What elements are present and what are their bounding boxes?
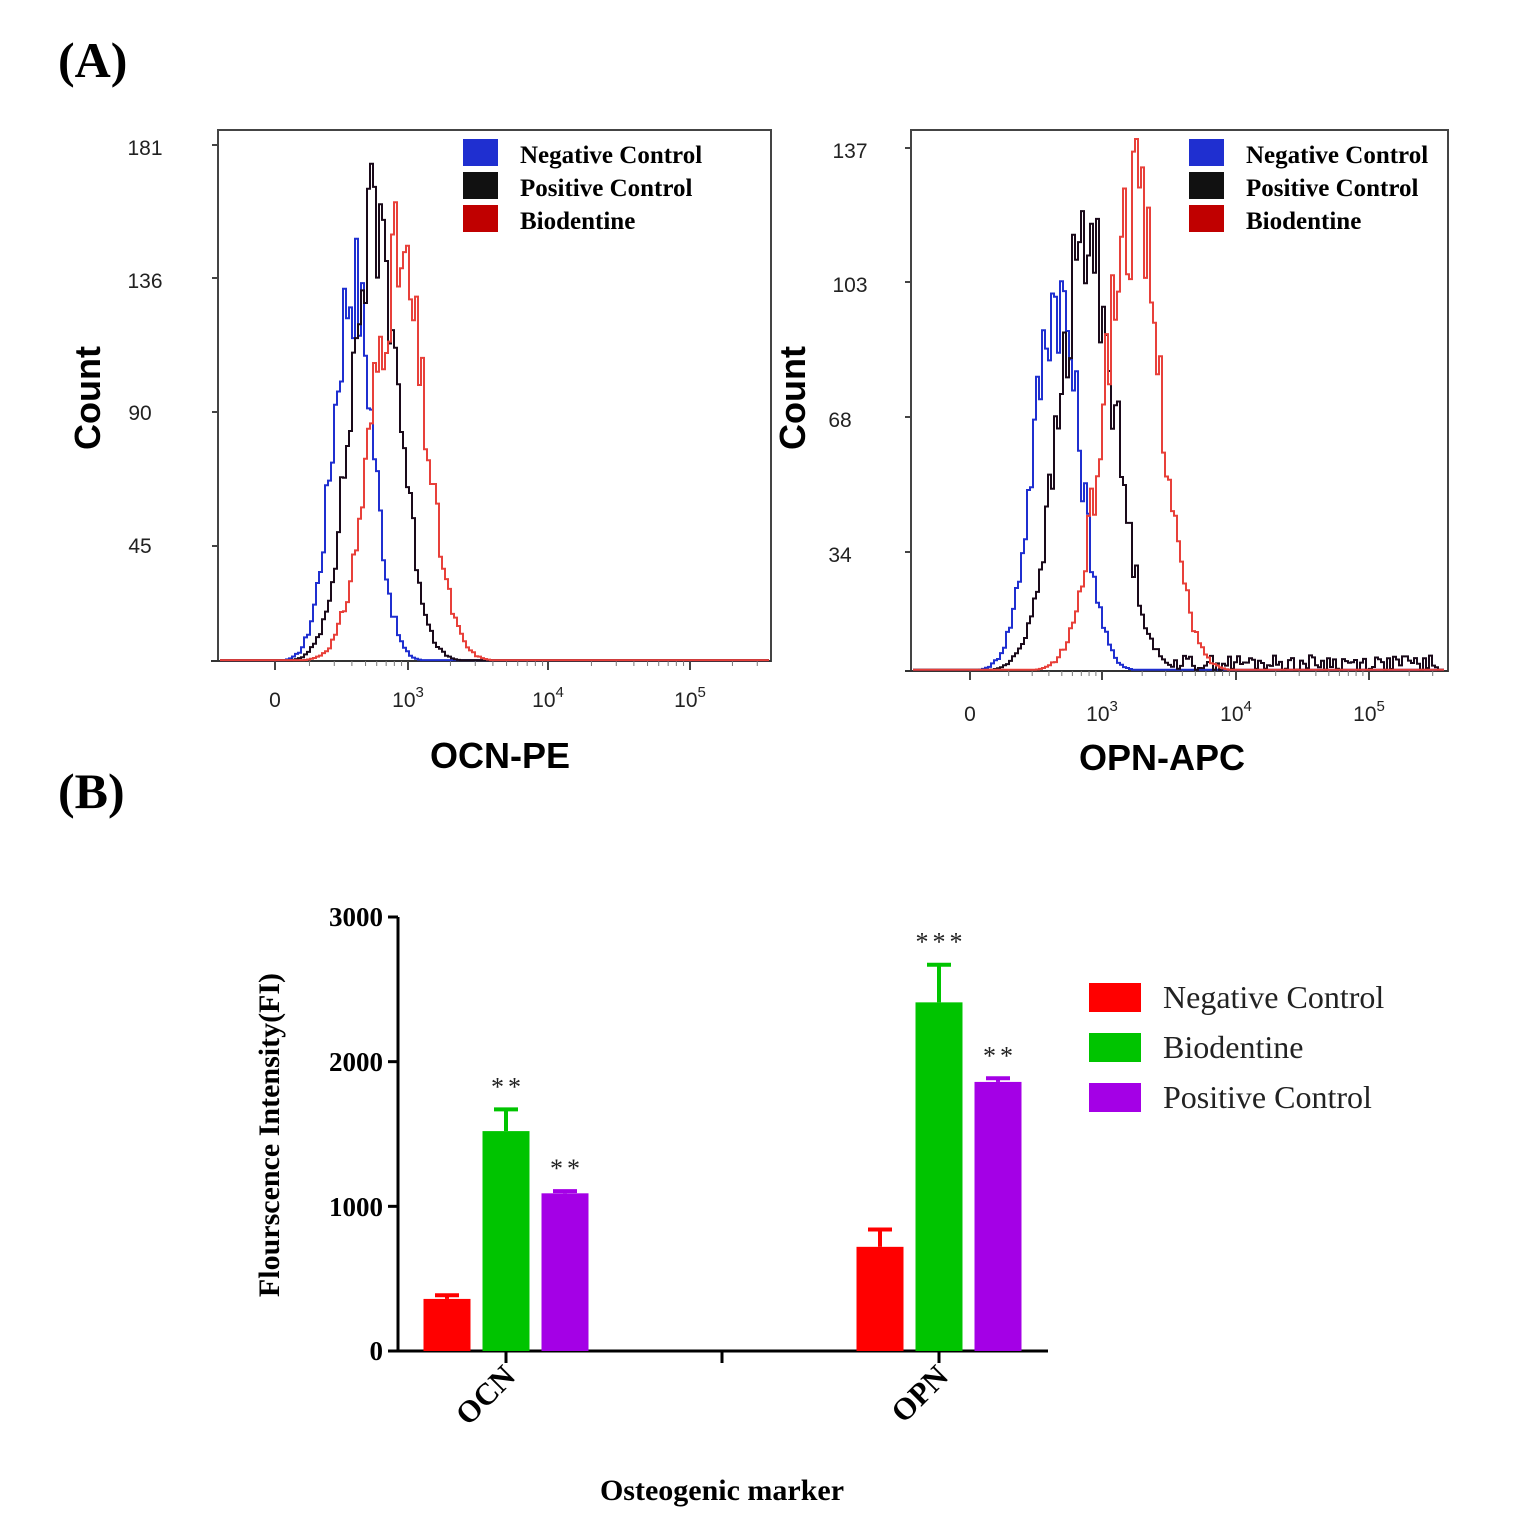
legend-label: Biodentine	[520, 208, 635, 235]
legend-swatch-biodentine	[1189, 205, 1224, 232]
x-axis-title: OPN-APC	[1079, 737, 1245, 778]
y-axis-title: Flourscence Intensity(FI)	[253, 973, 286, 1297]
tick-marks	[905, 147, 1434, 680]
bar-opn-biodentine	[915, 1002, 963, 1351]
histogram-series-positive-control	[220, 162, 769, 662]
significance-marker: **	[983, 1041, 1017, 1070]
category-label: OPN	[884, 1358, 955, 1429]
y-tick-label: 2000	[329, 1047, 383, 1077]
x-tick-label: 105	[674, 684, 706, 712]
y-tick-label: 136	[127, 270, 162, 293]
legend-label: Positive Control	[1246, 175, 1418, 202]
y-tick-label: 34	[828, 544, 852, 567]
histogram-opn: 137 103 68 34 0 103 104 105 OPN-APC Coun…	[772, 129, 1449, 778]
legend-swatch-positive-control	[463, 172, 498, 199]
category-label: OCN	[448, 1358, 521, 1431]
histogram-series-negative-control	[913, 280, 1444, 671]
y-tick-label: 103	[832, 274, 867, 297]
legend-swatch-positive-control	[1189, 172, 1224, 199]
x-tick-label: 103	[392, 684, 424, 712]
bars: *********	[423, 928, 1022, 1351]
legend-label: Negative Control	[520, 142, 702, 169]
x-tick-label: 104	[532, 684, 564, 712]
y-axis-title: Count	[772, 346, 813, 450]
histogram-series-negative-control	[220, 237, 769, 662]
significance-marker: **	[550, 1154, 584, 1183]
histogram-curves	[220, 162, 769, 662]
legend-swatch-negative-control	[1089, 983, 1141, 1012]
legend-swatch-negative-control	[1189, 139, 1224, 166]
y-tick-label: 90	[128, 402, 151, 425]
panel-label-a: (A)	[58, 32, 127, 88]
y-tick-label: 0	[370, 1336, 384, 1366]
y-tick-label: 3000	[329, 902, 383, 932]
bar-ocn-negative-control	[423, 1298, 471, 1351]
bar-opn-negative-control	[856, 1246, 904, 1351]
x-tick-label: 105	[1353, 698, 1385, 726]
histogram-curves	[913, 138, 1444, 671]
bar-chart-fluorescence-intensity: ********* 3000 2000 1000 0 OCN OPN Osteo…	[253, 902, 1384, 1507]
x-tick-label: 104	[1220, 698, 1252, 726]
tick-marks	[212, 144, 758, 670]
x-axis-title: Osteogenic marker	[600, 1474, 844, 1507]
significance-marker: **	[491, 1072, 525, 1101]
tick-marks	[388, 915, 941, 1363]
y-tick-label: 137	[832, 140, 867, 163]
y-axis-title: Count	[67, 346, 108, 450]
histogram-series-biodentine	[913, 138, 1444, 671]
x-tick-label: 0	[964, 703, 976, 726]
legend-swatch-biodentine	[463, 205, 498, 232]
panel-label-b: (B)	[58, 763, 125, 819]
legend-swatch-biodentine	[1089, 1033, 1141, 1062]
bar-ocn-positive-control	[541, 1193, 589, 1351]
legend-label: Biodentine	[1163, 1029, 1303, 1065]
x-axis-title: OCN-PE	[430, 735, 570, 776]
legend-swatch-negative-control	[463, 139, 498, 166]
x-tick-label: 103	[1086, 698, 1118, 726]
bar-opn-positive-control	[974, 1081, 1022, 1351]
legend-label: Biodentine	[1246, 208, 1361, 235]
histogram-series-positive-control	[913, 210, 1444, 671]
histogram-series-biodentine	[220, 201, 769, 662]
y-tick-label: 45	[128, 535, 151, 558]
y-tick-label: 68	[828, 409, 851, 432]
plot-frame	[910, 129, 1449, 672]
significance-marker: ***	[916, 928, 967, 957]
legend-label: Positive Control	[1163, 1079, 1372, 1115]
y-tick-label: 181	[127, 137, 162, 160]
legend-label: Negative Control	[1246, 142, 1428, 169]
histogram-ocn: 181 136 90 45 0 103 104 105 OCN-PE Count…	[67, 129, 772, 776]
legend-label: Negative Control	[1163, 979, 1384, 1015]
x-tick-label: 0	[269, 689, 281, 712]
y-tick-label: 1000	[329, 1192, 383, 1222]
bar-ocn-biodentine	[482, 1131, 530, 1351]
legend-swatch-positive-control	[1089, 1083, 1141, 1112]
legend-label: Positive Control	[520, 175, 692, 202]
